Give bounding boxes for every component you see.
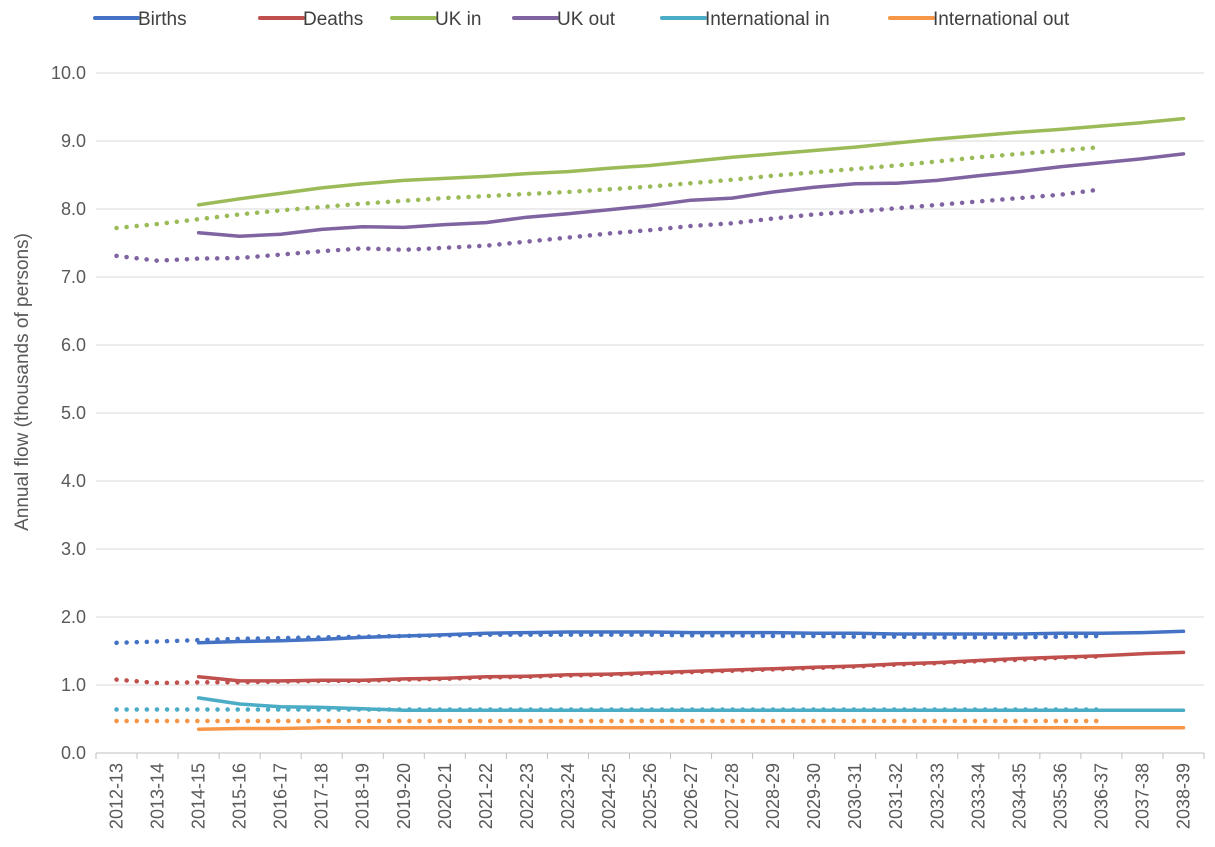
- legend-label-uk-out: UK out: [557, 9, 616, 30]
- uk-out-line: [196, 152, 1186, 238]
- legend-label-births: Births: [138, 9, 187, 30]
- x-tick-label: 2024-25: [599, 763, 619, 829]
- y-axis-ticks: 0.0 1.0 2.0 3.0 4.0 5.0 6.0 7.0 8.0 9.0 10.0: [51, 63, 86, 763]
- x-tick-label: 2016-17: [271, 763, 291, 829]
- x-tick-label: 2019-20: [394, 763, 414, 829]
- y-tick-label: 5.0: [61, 403, 86, 423]
- x-tick-label: 2014-15: [189, 763, 209, 829]
- births-line: [196, 629, 1186, 645]
- x-tick-label: 2013-14: [148, 763, 168, 829]
- x-tick-label: 2027-28: [722, 763, 742, 829]
- y-tick-label: 0.0: [61, 743, 86, 763]
- deaths-line: [196, 650, 1186, 683]
- x-tick-label: 2022-23: [517, 763, 537, 829]
- legend-label-international-out: International out: [933, 9, 1070, 30]
- y-tick-label: 6.0: [61, 335, 86, 355]
- x-tick-label: 2012-13: [107, 763, 127, 829]
- y-tick-label: 3.0: [61, 539, 86, 559]
- y-tick-label: 10.0: [51, 63, 86, 83]
- x-tick-label: 2025-26: [640, 763, 660, 829]
- international-in-line: [196, 696, 1186, 712]
- x-tick-label: 2032-33: [927, 763, 947, 829]
- x-tick-label: 2015-16: [230, 763, 250, 829]
- x-tick-label: 2018-19: [353, 763, 373, 829]
- x-tick-label: 2035-36: [1050, 763, 1070, 829]
- x-tick-label: 2037-38: [1132, 763, 1152, 829]
- international-out-line: [196, 726, 1186, 731]
- x-tick-label: 2021-22: [476, 763, 496, 829]
- series-lines: [114, 116, 1186, 731]
- x-tick-label: 2031-32: [886, 763, 906, 829]
- legend-label-international-in: International in: [705, 9, 830, 30]
- y-tick-label: 2.0: [61, 607, 86, 627]
- x-tick-label: 2033-34: [968, 763, 988, 829]
- x-axis: [95, 752, 1205, 759]
- y-tick-label: 7.0: [61, 267, 86, 287]
- gridlines: [96, 72, 1204, 686]
- series-line-dotted: [114, 187, 1104, 263]
- series-line-dotted: [114, 144, 1104, 231]
- x-tick-label: 2020-21: [435, 763, 455, 829]
- x-tick-label: 2030-31: [845, 763, 865, 829]
- x-tick-label: 2034-35: [1009, 763, 1029, 829]
- legend-label-uk-in: UK in: [435, 9, 481, 30]
- y-tick-label: 8.0: [61, 199, 86, 219]
- x-tick-label: 2026-27: [681, 763, 701, 829]
- y-axis-title: Annual flow (thousands of persons): [12, 233, 33, 531]
- x-tick-label: 2023-24: [558, 763, 578, 829]
- y-tick-label: 4.0: [61, 471, 86, 491]
- x-axis-ticks: 2012-13 2013-14 2014-15 2015-16 2016-17 2017-…: [107, 763, 1194, 829]
- uk-in-line: [196, 116, 1186, 207]
- legend-label-deaths: Deaths: [303, 9, 363, 30]
- chart-legend: Births Deaths UK in UK out International in I…: [93, 9, 1070, 30]
- y-tick-label: 1.0: [61, 675, 86, 695]
- x-tick-label: 2017-18: [312, 763, 332, 829]
- x-tick-label: 2028-29: [763, 763, 783, 829]
- x-tick-label: 2036-37: [1091, 763, 1111, 829]
- y-tick-label: 9.0: [61, 131, 86, 151]
- x-tick-label: 2038-39: [1173, 763, 1193, 829]
- x-tick-label: 2029-30: [804, 763, 824, 829]
